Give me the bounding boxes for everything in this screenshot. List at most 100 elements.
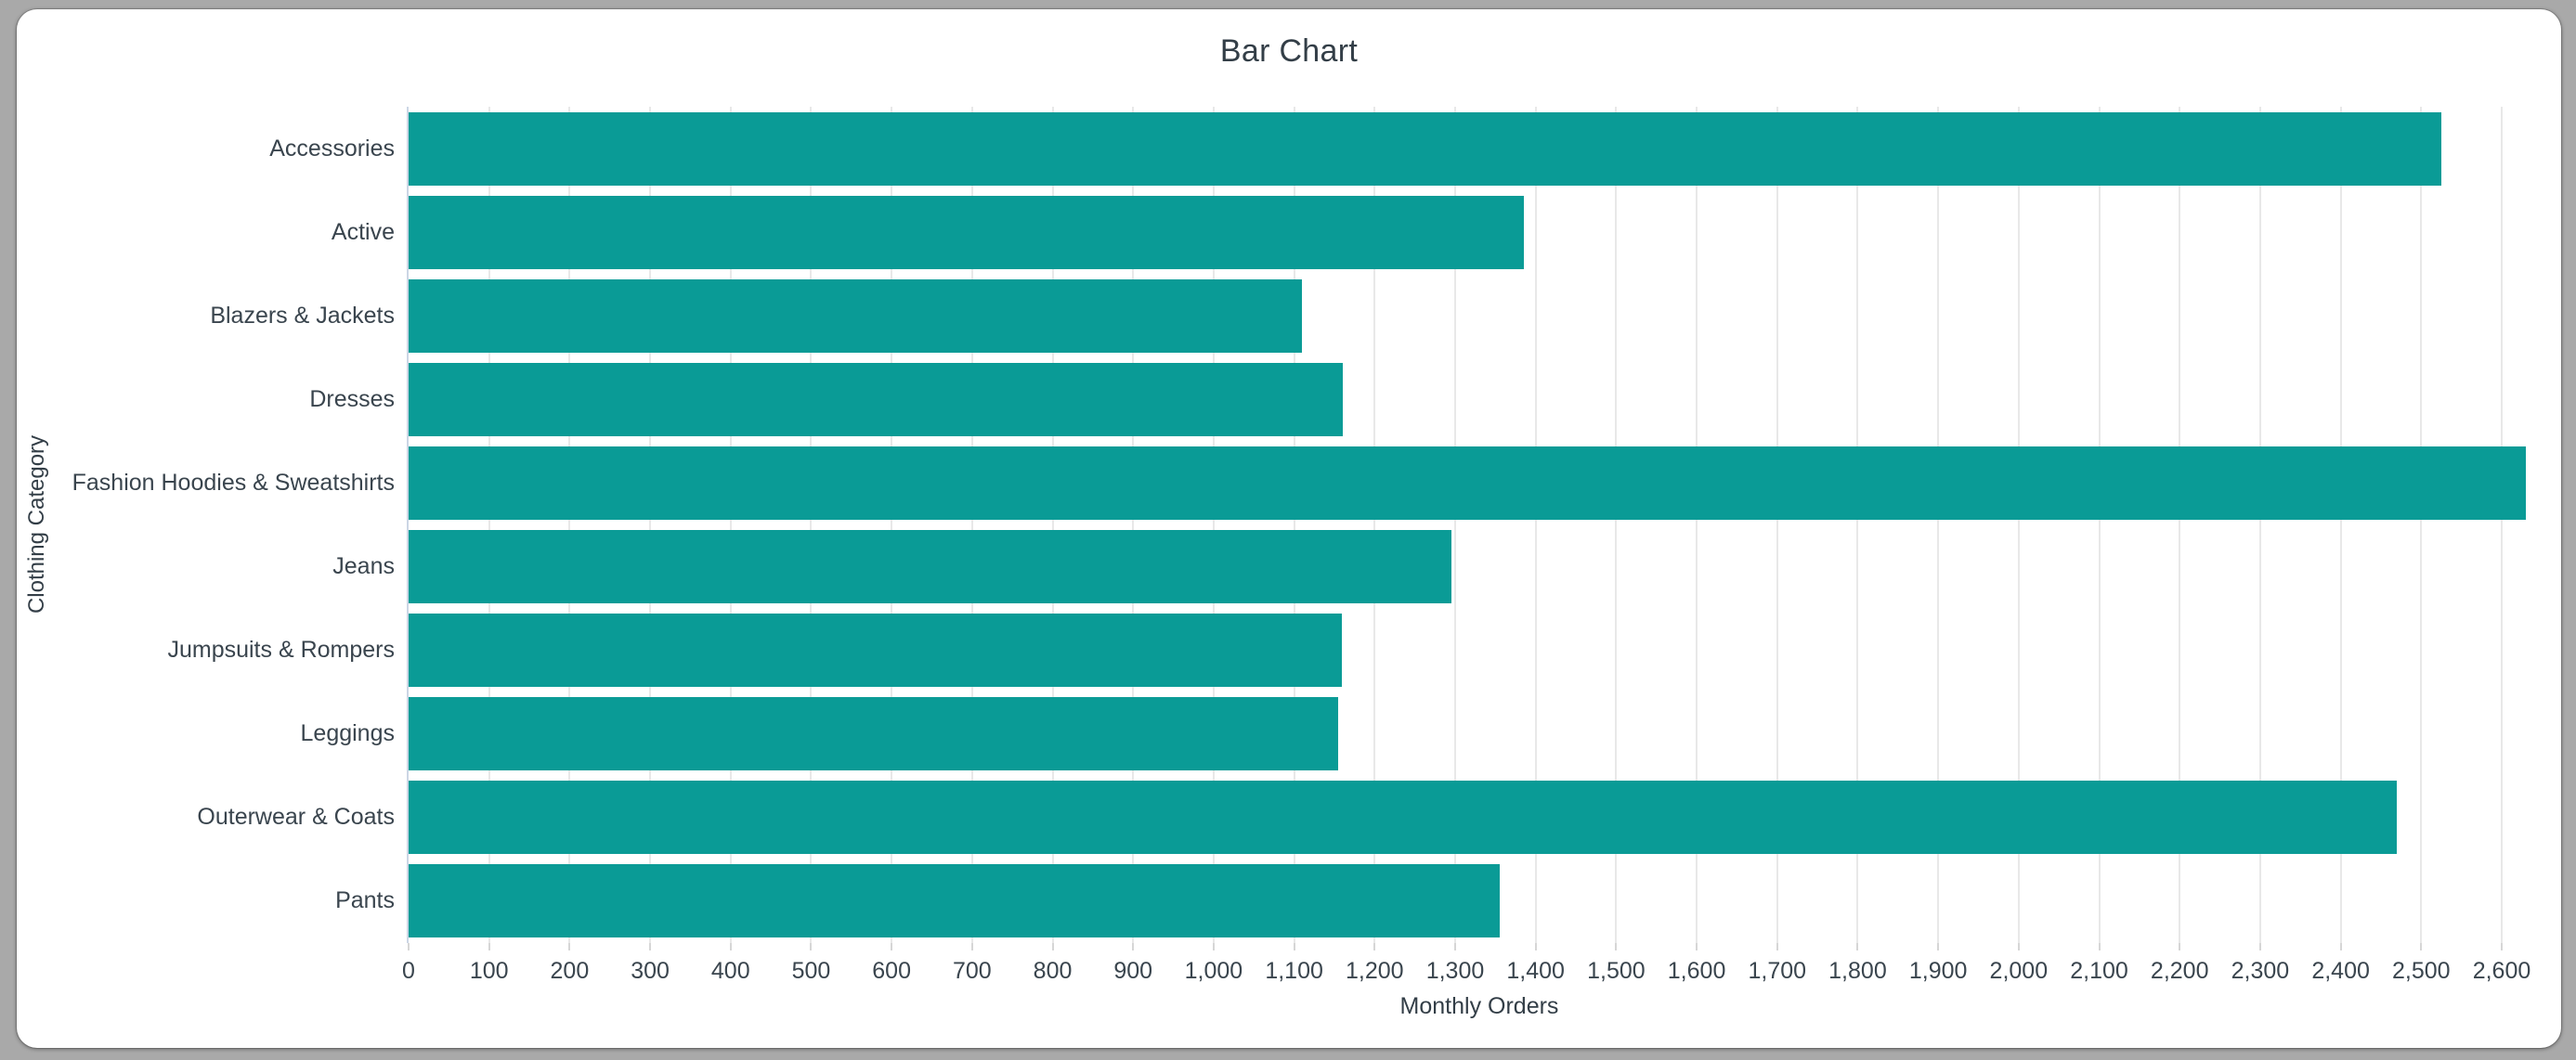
y-axis-tick-labels: Accessories Active Blazers & Jackets Dresse… — [17, 107, 395, 943]
chart-title: Bar Chart — [1219, 33, 1359, 69]
x-tick-mark-2300 — [2258, 943, 2261, 950]
plot-area — [407, 107, 2550, 950]
x-tick-mark-600 — [891, 943, 893, 950]
x-tick-mark-1500 — [1615, 943, 1618, 950]
x-tick-mark-1700 — [1776, 943, 1778, 950]
gridline-x-1400 — [1534, 107, 1537, 943]
x-tick-mark-1000 — [1212, 943, 1215, 950]
x-tick-label-200: 200 — [550, 958, 590, 984]
gridline-x-1800 — [1856, 107, 1859, 943]
x-tick-mark-2200 — [2179, 943, 2181, 950]
x-tick-mark-900 — [1132, 943, 1135, 950]
x-tick-mark-1900 — [1937, 943, 1940, 950]
x-tick-mark-400 — [729, 943, 732, 950]
x-tick-label-1900: 1,900 — [1908, 958, 1968, 984]
x-tick-label-1500: 1,500 — [1587, 958, 1646, 984]
gridline-x-700 — [970, 107, 973, 943]
bar-pants — [409, 864, 1500, 938]
gridline-x-300 — [649, 107, 652, 943]
y-tick-label-pants: Pants — [335, 887, 395, 914]
gridline-x-1000 — [1212, 107, 1215, 943]
x-tick-label-1600: 1,600 — [1667, 958, 1726, 984]
y-axis-line — [407, 107, 409, 943]
gridline-x-1300 — [1453, 107, 1456, 943]
gridline-x-500 — [810, 107, 813, 943]
x-tick-mark-2500 — [2420, 943, 2423, 950]
x-tick-mark-2100 — [2098, 943, 2101, 950]
bar-outerwear-coats — [409, 781, 2398, 855]
x-tick-label-1700: 1,700 — [1748, 958, 1807, 984]
x-tick-mark-700 — [970, 943, 973, 950]
y-tick-label-blazers-jackets: Blazers & Jackets — [210, 302, 395, 329]
gridline-x-400 — [729, 107, 732, 943]
x-axis-title: Monthly Orders — [1399, 993, 1559, 1019]
y-tick-label-active: Active — [331, 218, 395, 245]
bar-dresses — [409, 362, 1343, 436]
x-tick-mark-300 — [649, 943, 652, 950]
x-tick-label-2600: 2,600 — [2472, 958, 2531, 984]
x-tick-mark-2600 — [2500, 943, 2503, 950]
gridline-x-1100 — [1293, 107, 1295, 943]
gridline-x-2500 — [2420, 107, 2423, 943]
x-tick-label-100: 100 — [469, 958, 509, 984]
x-tick-label-1100: 1,100 — [1265, 958, 1323, 984]
gridline-x-1900 — [1937, 107, 1940, 943]
gridline-x-100 — [488, 107, 490, 943]
gridline-x-2400 — [2339, 107, 2342, 943]
y-tick-label-accessories: Accessories — [269, 135, 395, 162]
gridline-x-800 — [1051, 107, 1054, 943]
x-tick-label-400: 400 — [710, 958, 750, 984]
x-tick-label-1300: 1,300 — [1425, 958, 1485, 984]
bar-jumpsuits-rompers — [409, 614, 1342, 688]
x-tick-label-1400: 1,400 — [1506, 958, 1565, 984]
x-tick-mark-800 — [1051, 943, 1054, 950]
gridline-x-600 — [891, 107, 893, 943]
x-tick-label-2200: 2,200 — [2150, 958, 2209, 984]
x-tick-label-300: 300 — [631, 958, 670, 984]
x-tick-label-800: 800 — [1033, 958, 1073, 984]
bar-accessories — [409, 111, 2441, 186]
y-tick-label-outerwear-coats: Outerwear & Coats — [197, 804, 395, 831]
x-tick-mark-1200 — [1373, 943, 1376, 950]
gridline-x-2600 — [2500, 107, 2503, 943]
bar-fashion-hoodies-sweatshirts — [409, 446, 2526, 520]
chart-card: Bar Chart Accessories Active Blazers & Jac… — [17, 9, 2561, 1048]
y-tick-label-fashion-hoodies-sweatshirts: Fashion Hoodies & Sweatshirts — [72, 469, 395, 496]
x-tick-label-2300: 2,300 — [2231, 958, 2290, 984]
gridline-x-1600 — [1696, 107, 1698, 943]
x-tick-mark-200 — [568, 943, 571, 950]
y-tick-label-leggings: Leggings — [300, 720, 395, 747]
x-tick-label-2400: 2,400 — [2311, 958, 2370, 984]
x-tick-label-900: 900 — [1113, 958, 1153, 984]
x-tick-mark-500 — [810, 943, 813, 950]
x-tick-mark-1400 — [1534, 943, 1537, 950]
x-tick-mark-1600 — [1696, 943, 1698, 950]
x-tick-label-1800: 1,800 — [1828, 958, 1887, 984]
bar-leggings — [409, 697, 1339, 771]
x-tick-label-700: 700 — [952, 958, 992, 984]
bar-blazers-jackets — [409, 278, 1303, 353]
x-tick-mark-2400 — [2339, 943, 2342, 950]
x-tick-mark-1800 — [1856, 943, 1859, 950]
gridline-x-2300 — [2258, 107, 2261, 943]
x-tick-label-600: 600 — [872, 958, 911, 984]
gridline-x-1700 — [1776, 107, 1778, 943]
gridline-x-2000 — [2017, 107, 2020, 943]
x-tick-mark-100 — [488, 943, 490, 950]
gridline-x-200 — [568, 107, 571, 943]
x-tick-mark-0 — [408, 943, 410, 950]
gridline-x-1500 — [1615, 107, 1618, 943]
x-tick-mark-1100 — [1293, 943, 1295, 950]
y-tick-label-dresses: Dresses — [309, 385, 395, 412]
y-tick-label-jeans: Jeans — [332, 553, 395, 580]
x-tick-label-2100: 2,100 — [2070, 958, 2128, 984]
x-tick-label-500: 500 — [791, 958, 831, 984]
x-tick-label-2000: 2,000 — [1989, 958, 2049, 984]
x-axis-tick-labels: 0 100 200 300 400 500 600 700 800 900 1,000 1,100 1,… — [402, 958, 2550, 988]
gridline-x-1200 — [1373, 107, 1376, 943]
x-tick-label-2500: 2,500 — [2392, 958, 2451, 984]
gridline-x-2100 — [2098, 107, 2101, 943]
gridline-x-900 — [1132, 107, 1135, 943]
x-tick-label-1200: 1,200 — [1346, 958, 1404, 984]
